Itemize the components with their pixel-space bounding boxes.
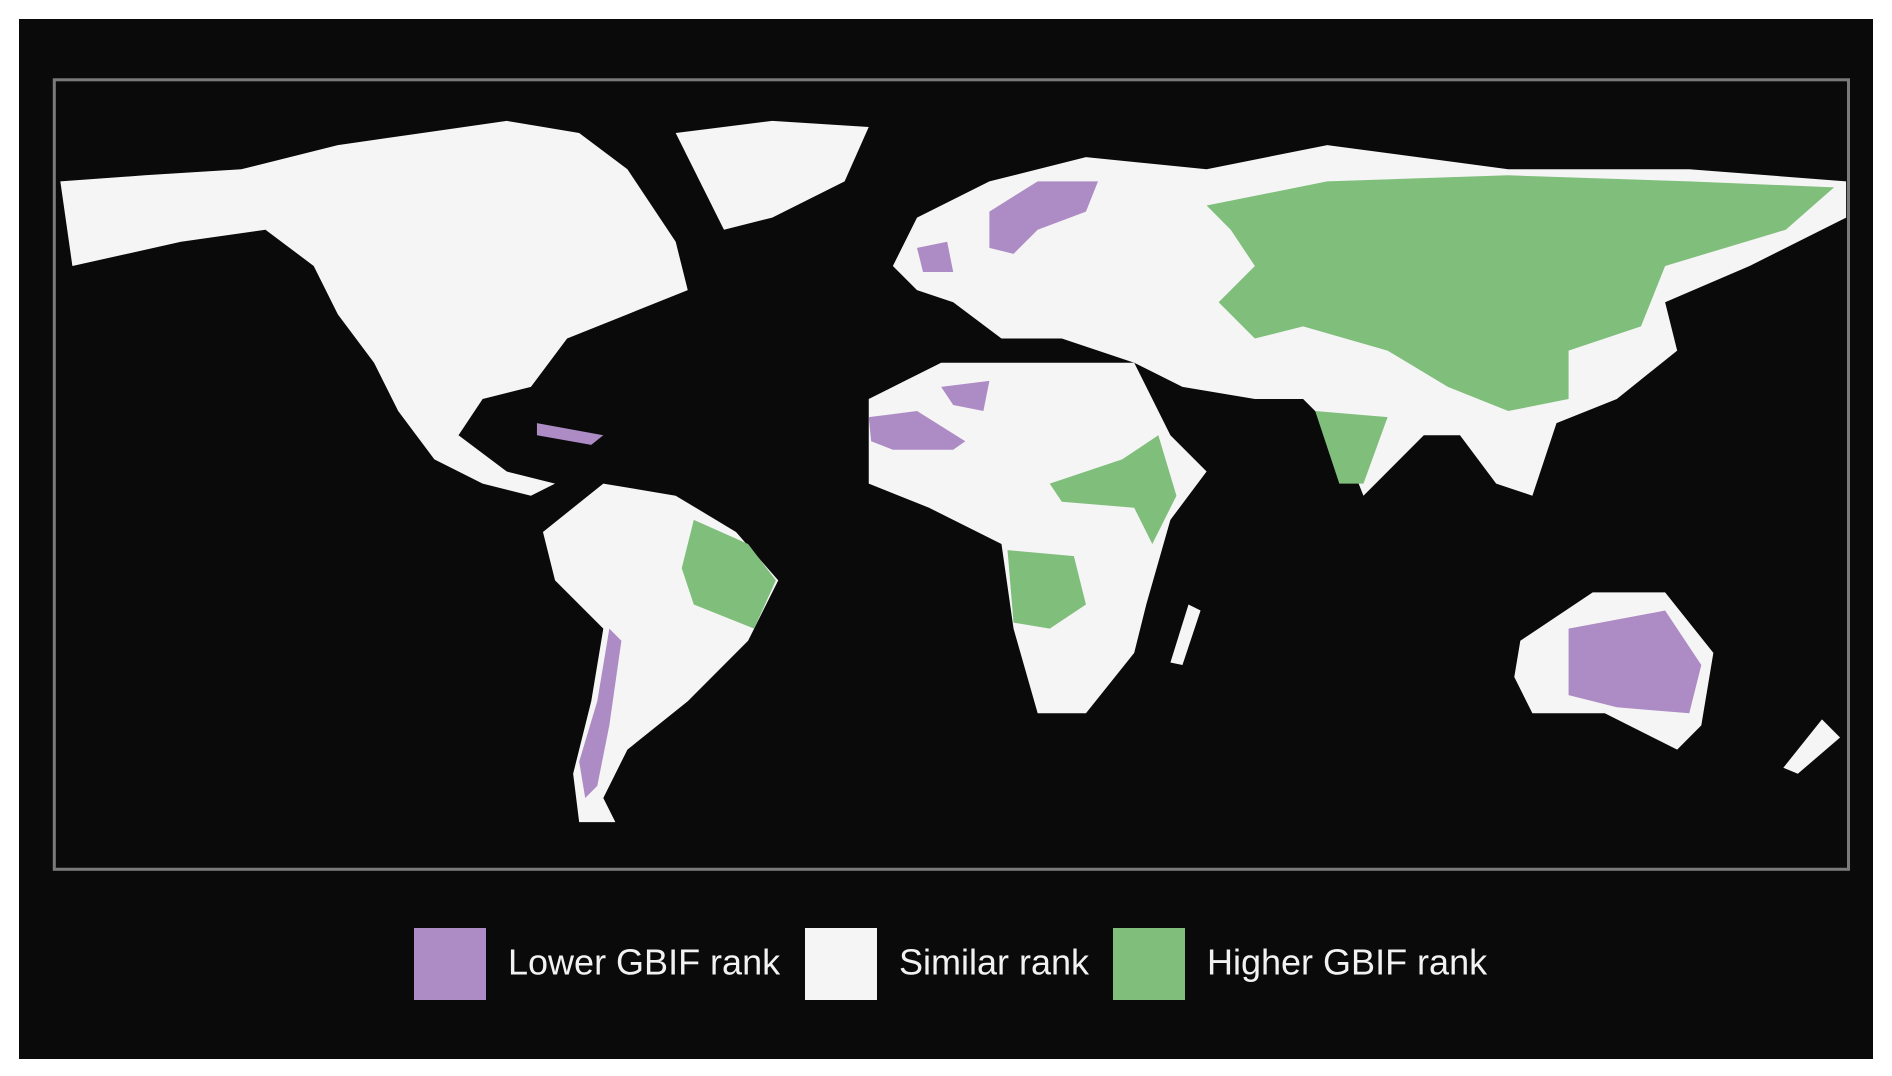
legend-label: Similar rank	[899, 942, 1090, 983]
africa	[868, 362, 1207, 714]
map-frame	[52, 78, 1851, 871]
region	[579, 628, 622, 798]
region	[536, 423, 604, 445]
greenland	[675, 120, 869, 230]
higher-rank-regions	[681, 175, 1835, 629]
legend-swatch	[414, 928, 486, 1000]
madagascar	[1170, 604, 1201, 665]
new-zealand	[1783, 719, 1841, 774]
legend-label: Lower GBIF rank	[508, 942, 781, 983]
region	[1315, 411, 1388, 484]
lower-rank-regions	[536, 181, 1702, 798]
region	[1049, 435, 1177, 545]
world-map	[52, 78, 1851, 871]
legend-swatch	[1113, 928, 1185, 1000]
region	[1568, 610, 1702, 714]
legend: Lower GBIF rank Similar rank Higher GBIF r…	[414, 928, 1488, 1000]
region	[1007, 550, 1086, 629]
region	[1206, 175, 1835, 412]
legend-swatch	[805, 928, 877, 1000]
north-america	[60, 120, 688, 496]
legend-label: Higher GBIF rank	[1207, 942, 1488, 983]
region	[917, 241, 954, 273]
region	[941, 380, 990, 412]
region	[868, 411, 966, 450]
region	[989, 181, 1099, 254]
region	[681, 519, 776, 629]
